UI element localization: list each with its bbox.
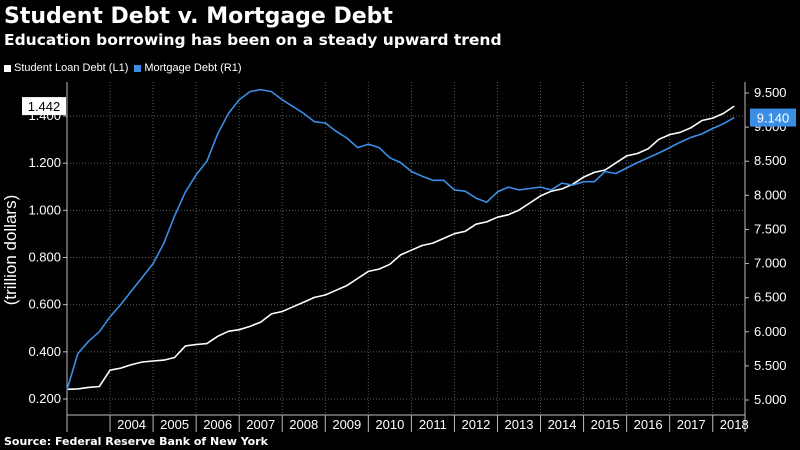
- y-tick-label-right: 8.500: [754, 153, 787, 168]
- legend-label-student-loan: Student Loan Debt (L1): [14, 62, 129, 74]
- last-value-box-mortgage: [750, 108, 796, 127]
- y-tick-label-right: 5.500: [754, 358, 787, 373]
- x-tick-label: 2016: [634, 417, 663, 432]
- x-tick-label: 2015: [591, 417, 620, 432]
- legend-swatch-mortgage: [134, 64, 142, 72]
- x-tick-label: 2007: [246, 417, 275, 432]
- x-tick-label: 2017: [677, 417, 706, 432]
- y-tick-label-left: 0.800: [28, 250, 61, 265]
- legend-swatch-student-loan: [4, 64, 11, 72]
- y-axis-title-left: (trillion dollars): [1, 195, 20, 306]
- x-tick-label: 2012: [461, 417, 490, 432]
- x-tick-label: 2006: [203, 417, 232, 432]
- last-value-label-student-loan: 1.442: [28, 99, 61, 114]
- chart-title: Student Debt v. Mortgage Debt: [4, 4, 393, 29]
- x-tick-label: 2013: [505, 417, 534, 432]
- last-value-box-student-loan: [22, 97, 66, 116]
- legend-label-mortgage: Mortgage Debt (R1): [144, 62, 242, 74]
- x-tick-label: 2014: [548, 417, 577, 432]
- y-tick-label-right: 5.000: [754, 392, 787, 407]
- x-tick-label: 2009: [332, 417, 361, 432]
- y-tick-label-left: 1.200: [28, 155, 61, 170]
- y-tick-label-left: 0.600: [28, 297, 61, 312]
- x-tick-label: 2010: [375, 417, 404, 432]
- y-tick-label-left: 0.200: [28, 391, 61, 406]
- legend: Student Loan Debt (L1) Mortgage Debt (R1…: [4, 61, 248, 75]
- x-tick-label: 2011: [419, 417, 447, 432]
- y-tick-label-right: 8.000: [754, 187, 787, 202]
- y-tick-label-left: 0.400: [28, 344, 61, 359]
- y-tick-label-left: 1.000: [28, 202, 61, 217]
- source-note: Source: Federal Reserve Bank of New York: [4, 435, 268, 448]
- x-tick-label: 2004: [117, 417, 146, 432]
- legend-item-student-loan: Student Loan Debt (L1): [4, 61, 128, 75]
- y-tick-label-right: 6.500: [754, 290, 787, 305]
- y-tick-label-right: 9.500: [754, 85, 787, 100]
- x-tick-label: 2008: [289, 417, 318, 432]
- series-line-student-loan: [66, 105, 735, 391]
- y-tick-label-right: 6.000: [754, 324, 787, 339]
- last-value-label-mortgage: 9.140: [757, 111, 790, 126]
- x-tick-label: 2005: [160, 417, 189, 432]
- chart-subtitle: Education borrowing has been on a steady…: [4, 31, 502, 49]
- legend-item-mortgage: Mortgage Debt (R1): [134, 61, 242, 75]
- y-tick-label-right: 7.000: [754, 256, 787, 271]
- x-tick-label: 2018: [720, 417, 749, 432]
- y-tick-label-right: 7.500: [754, 221, 787, 236]
- series-line-mortgage: [66, 88, 735, 391]
